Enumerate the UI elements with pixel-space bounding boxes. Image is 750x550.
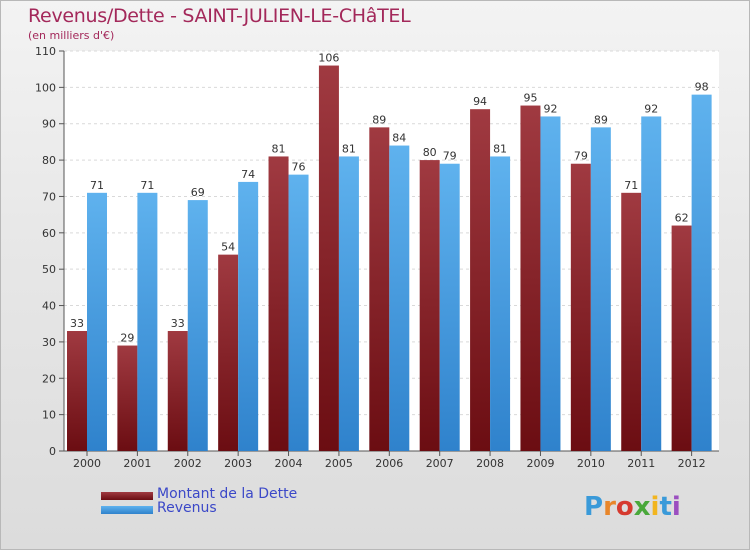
svg-text:Proxiti: Proxiti: [584, 492, 681, 522]
y-tick-label: 60: [42, 227, 56, 240]
bar-revenus: [641, 116, 662, 452]
bar-dette: [117, 345, 138, 451]
data-label-dette: 79: [574, 150, 588, 163]
x-tick-label: 2004: [275, 457, 303, 470]
data-label-revenus: 76: [292, 161, 306, 174]
bar-revenus: [590, 127, 611, 451]
x-tick-label: 2006: [375, 457, 403, 470]
data-label-revenus: 98: [695, 81, 709, 94]
bar-revenus: [187, 200, 208, 451]
y-tick-label: 90: [42, 118, 56, 131]
legend-label-revenus: Revenus: [157, 500, 217, 516]
data-label-revenus: 81: [493, 142, 507, 155]
y-tick-label: 40: [42, 300, 56, 313]
data-label-dette: 106: [318, 52, 339, 65]
x-tick-label: 2002: [174, 457, 202, 470]
chart-title: Revenus/Dette - SAINT-JULIEN-LE-CHâTEL: [28, 5, 411, 27]
bar-revenus: [238, 181, 259, 451]
bar-dette: [268, 156, 289, 452]
data-label-dette: 80: [423, 146, 437, 159]
bar-dette: [520, 105, 541, 451]
bar-revenus: [288, 174, 309, 452]
data-label-dette: 62: [675, 212, 689, 225]
legend-item-dette: Montant de la Dette: [101, 486, 401, 503]
y-tick-label: 80: [42, 154, 56, 167]
bar-dette: [621, 192, 642, 451]
x-tick-label: 2011: [627, 457, 655, 470]
bar-dette: [419, 160, 440, 451]
bar-dette: [218, 254, 239, 451]
bar-dette: [671, 225, 692, 451]
data-label-revenus: 79: [443, 150, 457, 163]
x-tick-label: 2008: [476, 457, 504, 470]
bar-revenus: [137, 192, 158, 451]
data-label-revenus: 71: [90, 179, 104, 192]
y-tick-label: 20: [42, 372, 56, 385]
data-label-dette: 81: [272, 142, 286, 155]
y-tick-label: 70: [42, 190, 56, 203]
data-label-dette: 94: [473, 95, 487, 108]
data-label-revenus: 92: [543, 102, 557, 115]
bar-dette: [369, 127, 390, 451]
data-label-revenus: 69: [191, 186, 205, 199]
bar-revenus: [338, 156, 359, 452]
y-tick-label: 50: [42, 263, 56, 276]
x-tick-label: 2010: [577, 457, 605, 470]
bar-dette: [470, 109, 491, 451]
bar-revenus: [389, 145, 410, 451]
x-tick-label: 2000: [73, 457, 101, 470]
legend-label-dette: Montant de la Dette: [157, 486, 298, 502]
data-label-revenus: 89: [594, 113, 608, 126]
chart-subtitle: (en milliers d'€): [28, 29, 115, 42]
y-tick-label: 110: [35, 45, 56, 58]
legend-swatch-revenus: [101, 506, 153, 514]
x-tick-label: 2005: [325, 457, 353, 470]
bar-dette: [167, 331, 188, 451]
x-tick-label: 2003: [224, 457, 252, 470]
data-label-revenus: 81: [342, 142, 356, 155]
proxiti-logo: Proxiti: [584, 492, 681, 522]
data-label-dette: 33: [70, 317, 84, 330]
y-tick-label: 100: [35, 81, 56, 94]
bar-revenus: [691, 94, 712, 452]
bar-revenus: [540, 116, 561, 452]
bar-dette: [570, 163, 591, 451]
bar-dette: [67, 331, 87, 451]
data-label-revenus: 84: [392, 132, 406, 145]
data-label-revenus: 71: [140, 179, 154, 192]
x-tick-label: 2001: [123, 457, 151, 470]
bar-revenus: [439, 163, 460, 451]
data-label-dette: 33: [171, 317, 185, 330]
data-label-dette: 54: [221, 241, 235, 254]
bar-revenus: [490, 156, 511, 452]
data-label-dette: 95: [523, 92, 537, 105]
data-label-dette: 29: [120, 332, 134, 345]
bar-dette: [318, 65, 339, 451]
data-label-dette: 71: [624, 179, 638, 192]
x-tick-label: 2012: [678, 457, 706, 470]
data-label-dette: 89: [372, 113, 386, 126]
x-tick-label: 2009: [526, 457, 554, 470]
data-label-revenus: 92: [644, 102, 658, 115]
legend-item-revenus: Revenus: [101, 500, 401, 517]
legend-swatch-dette: [101, 492, 153, 500]
y-tick-label: 30: [42, 336, 56, 349]
x-tick-label: 2007: [426, 457, 454, 470]
bar-revenus: [87, 192, 107, 451]
data-label-revenus: 74: [241, 168, 255, 181]
y-tick-label: 0: [49, 445, 56, 458]
y-tick-label: 10: [42, 409, 56, 422]
